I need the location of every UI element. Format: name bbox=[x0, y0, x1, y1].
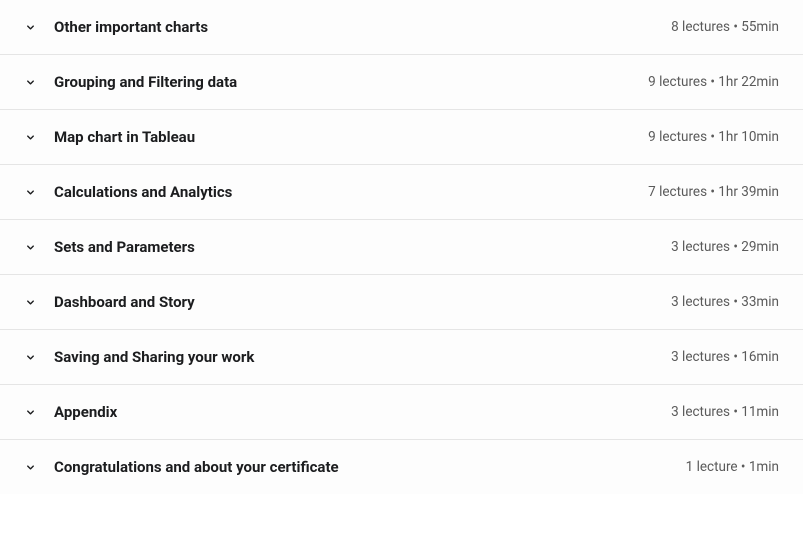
section-row[interactable]: Sets and Parameters 3 lectures • 29min bbox=[0, 220, 803, 275]
section-row-left: Map chart in Tableau bbox=[24, 128, 195, 146]
chevron-down-icon bbox=[24, 406, 36, 418]
section-row[interactable]: Dashboard and Story 3 lectures • 33min bbox=[0, 275, 803, 330]
course-section-list: Other important charts 8 lectures • 55mi… bbox=[0, 0, 803, 494]
section-row-left: Saving and Sharing your work bbox=[24, 348, 254, 366]
chevron-down-icon bbox=[24, 186, 36, 198]
chevron-down-icon bbox=[24, 296, 36, 308]
section-meta: 3 lectures • 11min bbox=[671, 404, 779, 420]
chevron-down-icon bbox=[24, 351, 36, 363]
section-title: Map chart in Tableau bbox=[54, 128, 195, 146]
section-meta: 7 lectures • 1hr 39min bbox=[648, 184, 779, 200]
chevron-down-icon bbox=[24, 241, 36, 253]
chevron-down-icon bbox=[24, 131, 36, 143]
section-row[interactable]: Appendix 3 lectures • 11min bbox=[0, 385, 803, 440]
section-title: Other important charts bbox=[54, 18, 208, 36]
chevron-down-icon bbox=[24, 21, 36, 33]
section-row[interactable]: Congratulations and about your certifica… bbox=[0, 440, 803, 494]
section-title: Dashboard and Story bbox=[54, 293, 195, 311]
section-title: Grouping and Filtering data bbox=[54, 73, 237, 91]
section-row-left: Sets and Parameters bbox=[24, 238, 195, 256]
section-row-left: Dashboard and Story bbox=[24, 293, 195, 311]
section-meta: 8 lectures • 55min bbox=[671, 19, 779, 35]
section-row-left: Other important charts bbox=[24, 18, 208, 36]
section-row[interactable]: Other important charts 8 lectures • 55mi… bbox=[0, 0, 803, 55]
section-title: Appendix bbox=[54, 403, 117, 421]
section-row-left: Calculations and Analytics bbox=[24, 183, 232, 201]
section-meta: 3 lectures • 16min bbox=[671, 349, 779, 365]
section-meta: 9 lectures • 1hr 22min bbox=[648, 74, 779, 90]
section-meta: 3 lectures • 33min bbox=[671, 294, 779, 310]
section-row[interactable]: Saving and Sharing your work 3 lectures … bbox=[0, 330, 803, 385]
section-row-left: Appendix bbox=[24, 403, 117, 421]
section-meta: 9 lectures • 1hr 10min bbox=[648, 129, 779, 145]
section-row[interactable]: Grouping and Filtering data 9 lectures •… bbox=[0, 55, 803, 110]
section-title: Congratulations and about your certifica… bbox=[54, 458, 339, 476]
section-row[interactable]: Calculations and Analytics 7 lectures • … bbox=[0, 165, 803, 220]
section-meta: 3 lectures • 29min bbox=[671, 239, 779, 255]
section-row-left: Congratulations and about your certifica… bbox=[24, 458, 339, 476]
chevron-down-icon bbox=[24, 76, 36, 88]
section-row[interactable]: Map chart in Tableau 9 lectures • 1hr 10… bbox=[0, 110, 803, 165]
section-meta: 1 lecture • 1min bbox=[686, 459, 779, 475]
section-title: Sets and Parameters bbox=[54, 238, 195, 256]
section-row-left: Grouping and Filtering data bbox=[24, 73, 237, 91]
section-title: Saving and Sharing your work bbox=[54, 348, 254, 366]
chevron-down-icon bbox=[24, 461, 36, 473]
section-title: Calculations and Analytics bbox=[54, 183, 232, 201]
